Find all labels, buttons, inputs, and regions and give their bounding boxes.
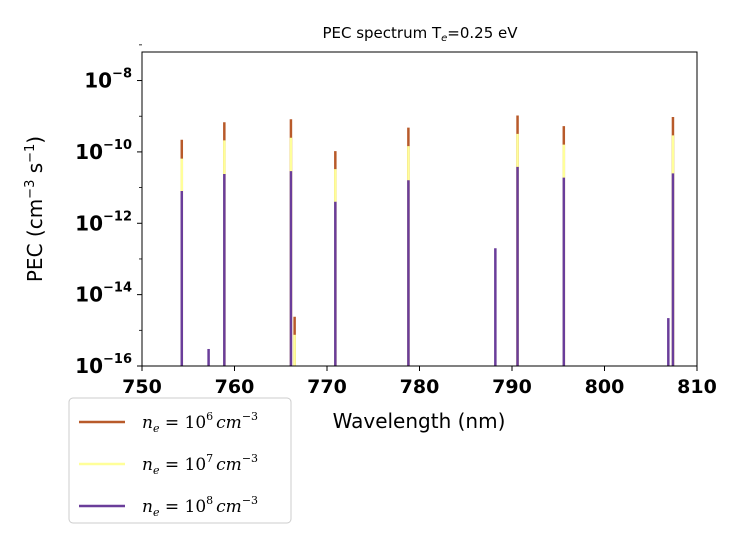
y-axis-label-prefix: PEC (cm: [23, 199, 47, 282]
y-axis-label-suffix: ): [23, 136, 47, 144]
y-tick-label: 10−12: [75, 209, 132, 235]
y-tick-label: 10−16: [75, 352, 132, 378]
legend-box: [68, 397, 292, 524]
y-tick-label: 10−8: [84, 67, 132, 93]
y-axis-label-exp2: −1: [23, 144, 38, 163]
x-tick-label: 770: [307, 376, 347, 398]
x-axis-label: Wavelength (nm): [333, 409, 506, 433]
chart-title-subscript: e: [441, 33, 447, 44]
y-axis: 10−16 10−14 10−12 10−10 10−8: [75, 44, 142, 378]
legend-label-ne=1e6: ne = 106 cm−3: [142, 410, 258, 435]
legend-label-ne=1e8: ne = 108 cm−3: [142, 494, 258, 519]
y-axis-label-mid: s: [23, 163, 47, 180]
x-tick-label: 760: [215, 376, 255, 398]
svg-text:PEC (cm−3 s−1): PEC (cm−3 s−1): [23, 136, 47, 282]
chart-title: PEC spectrum Te=0.25 eV: [322, 24, 518, 44]
x-tick-label: 790: [492, 376, 532, 398]
x-tick-label: 780: [400, 376, 440, 398]
x-tick-label: 810: [677, 376, 717, 398]
plot-area: [180, 115, 675, 366]
legend: ne = 106 cm−3 ne = 107 cm−3 ne = 108 cm−3: [68, 397, 292, 524]
svg-text:PEC spectrum Te=0.25 eV: PEC spectrum Te=0.25 eV: [322, 24, 518, 44]
x-tick-label: 800: [585, 376, 625, 398]
chart-title-main: PEC spectrum T: [322, 24, 442, 42]
x-tick-label: 750: [122, 376, 162, 398]
x-axis: 750 760 770 780 790 800 810: [122, 366, 717, 398]
y-tick-label: 10−10: [75, 138, 132, 164]
y-axis-label: PEC (cm−3 s−1): [23, 136, 47, 282]
legend-label-ne=1e7: ne = 107 cm−3: [142, 452, 258, 477]
chart-title-rest: =0.25 eV: [447, 24, 518, 42]
y-tick-label: 10−14: [75, 281, 132, 307]
y-axis-label-exp1: −3: [23, 180, 38, 199]
series-ne=1e8: [180, 166, 675, 366]
